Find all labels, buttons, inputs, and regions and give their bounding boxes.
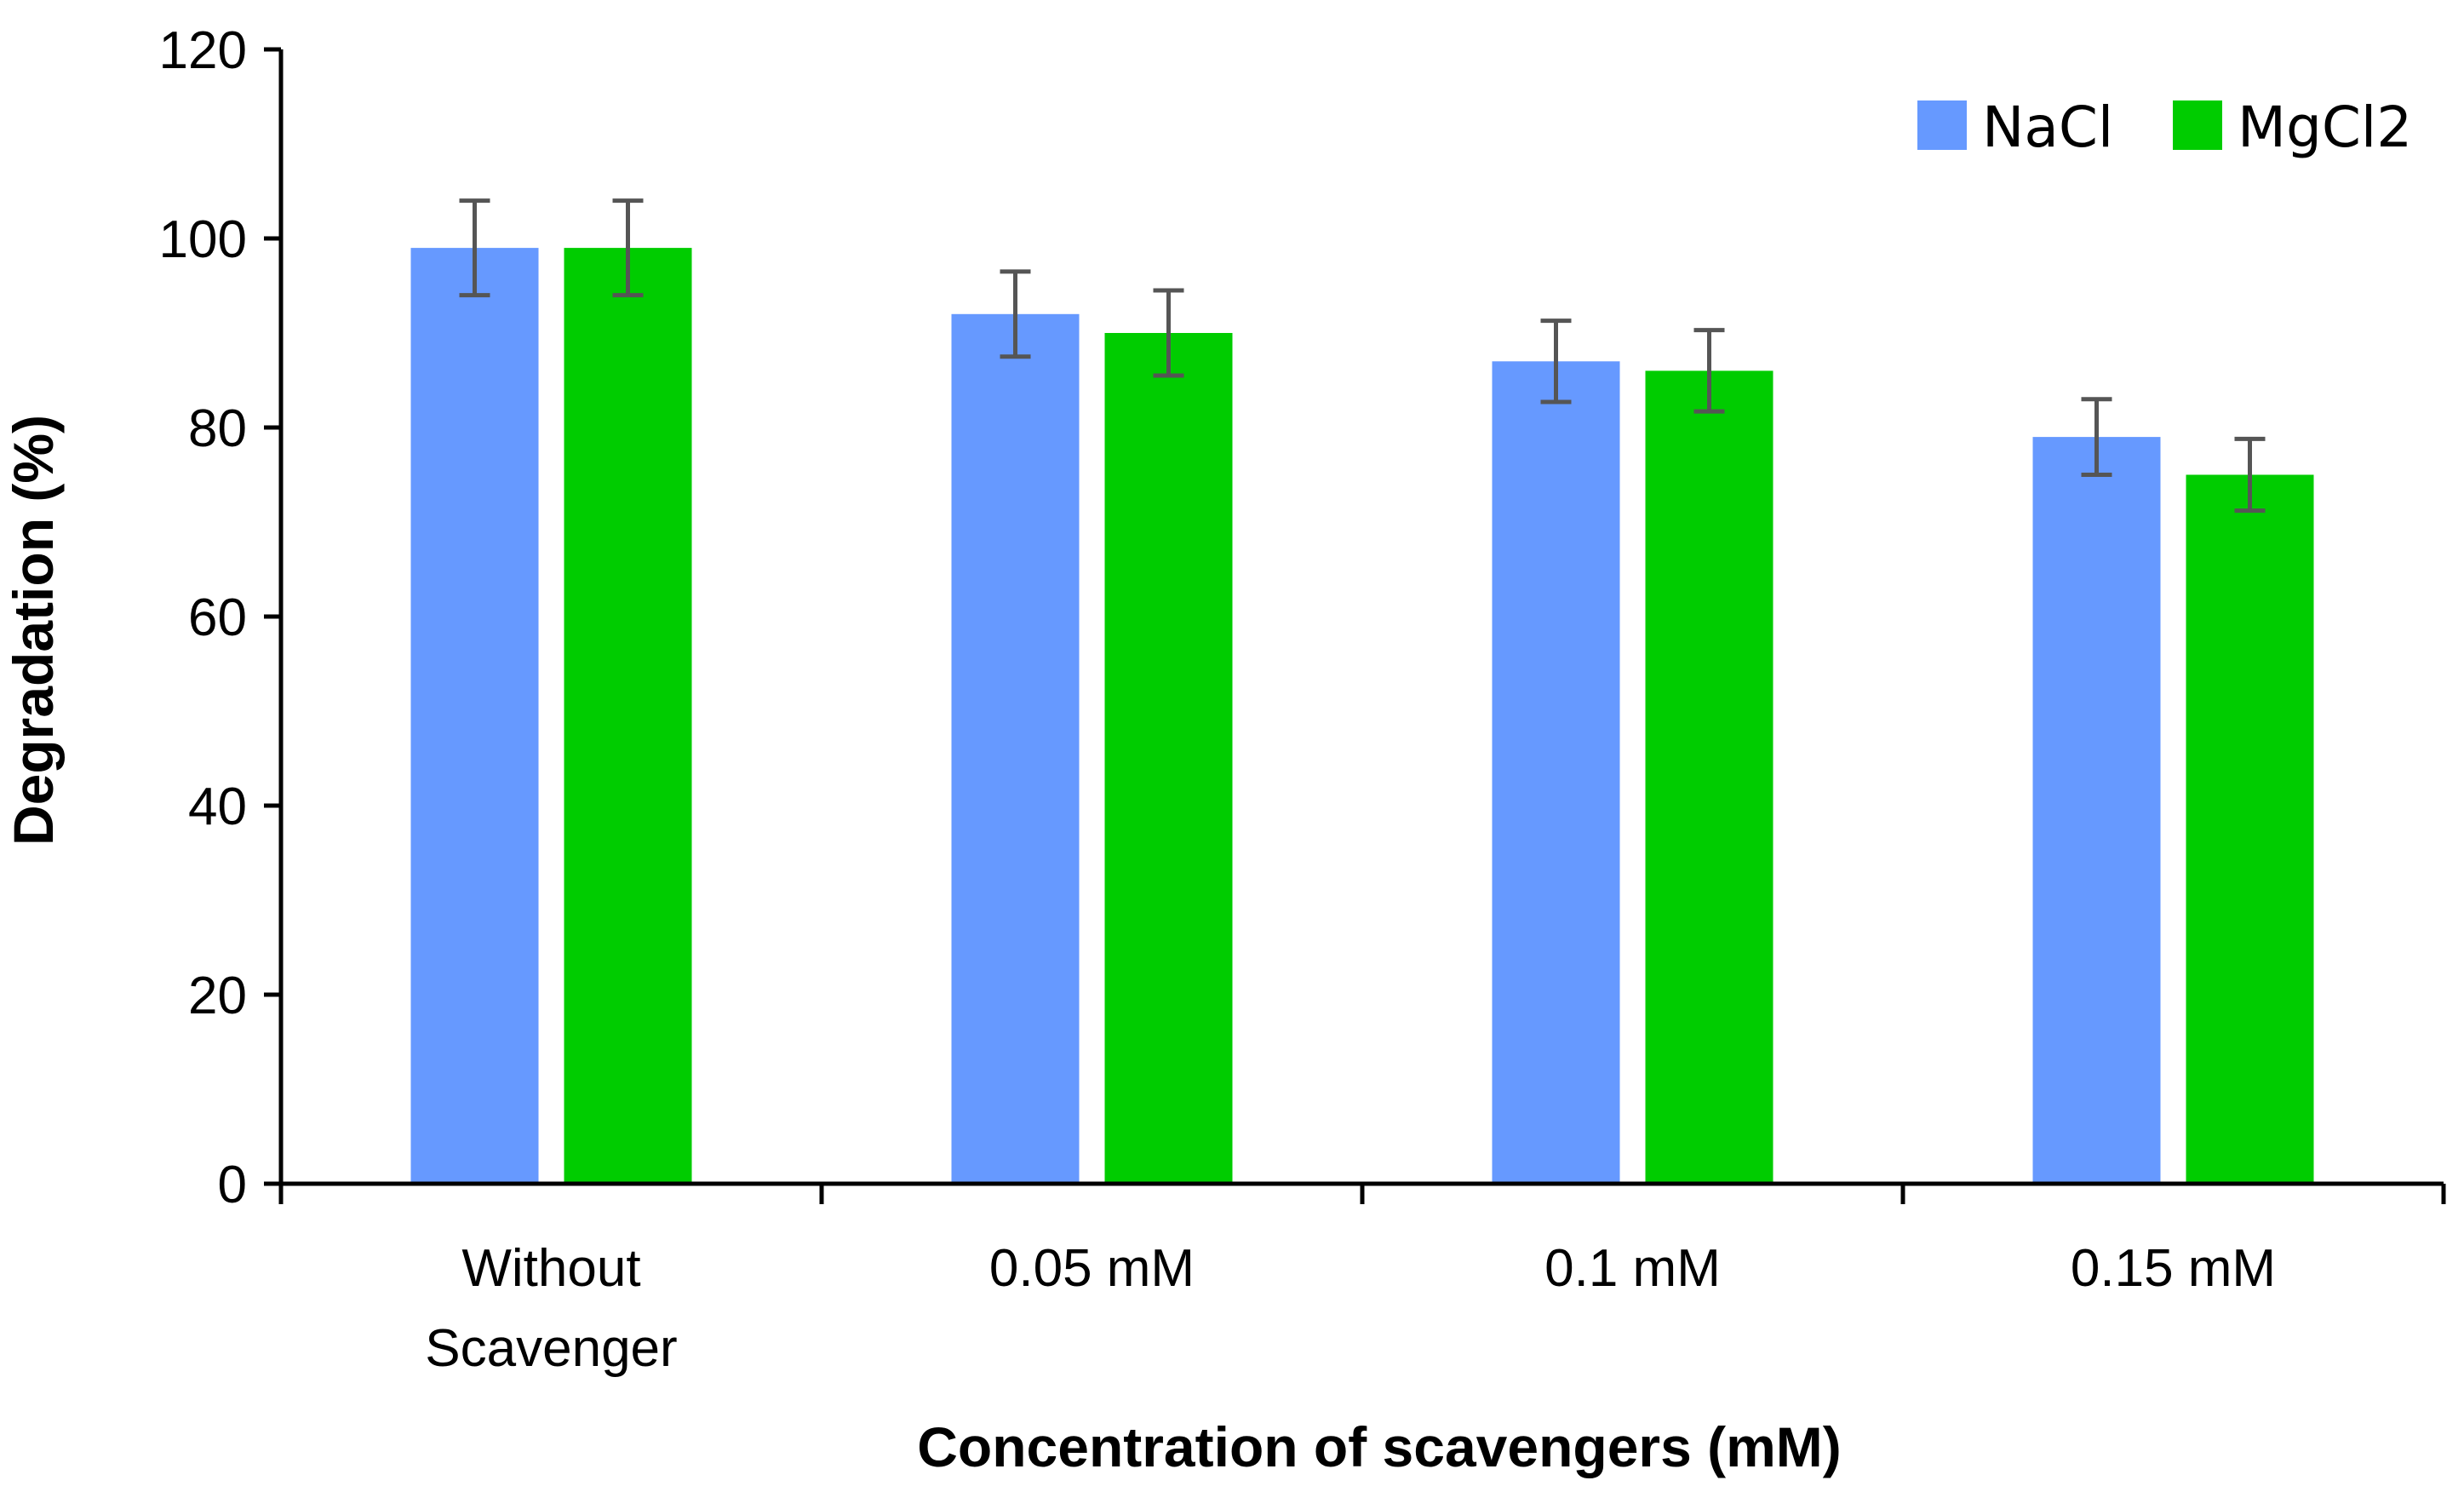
error-bar-mgcl2-2 (1693, 328, 1725, 414)
y-tick-label: 80 (188, 399, 247, 458)
y-tick-label: 40 (188, 778, 247, 836)
bar-nacl-1 (951, 313, 1080, 1184)
x-axis-title: Concentration of scavengers (mM) (917, 1415, 1842, 1478)
error-bar-nacl-3 (2081, 397, 2112, 477)
x-tick-label: Without (461, 1239, 640, 1298)
bars-layer (410, 248, 2314, 1185)
x-tick-label: 0.05 mM (989, 1239, 1195, 1298)
bar-mgcl2-3 (2186, 474, 2314, 1184)
y-tick-label: 20 (188, 967, 247, 1025)
x-tick-label: 0.15 mM (2071, 1239, 2276, 1298)
legend-label-nacl: NaCl (1982, 95, 2113, 160)
axes-layer (264, 47, 2446, 1204)
y-tick-label: 60 (188, 588, 247, 647)
x-tick-label: Scavenger (425, 1319, 677, 1378)
error-bar-mgcl2-1 (1153, 288, 1184, 378)
legend-label-mgcl2: MgCl2 (2238, 95, 2412, 160)
legend-swatch-nacl (1917, 100, 1967, 150)
x-tick-label: 0.1 mM (1544, 1239, 1721, 1298)
bar-nacl-0 (410, 248, 539, 1185)
bar-mgcl2-1 (1104, 333, 1233, 1184)
error-bar-nacl-1 (1000, 269, 1031, 359)
bar-mgcl2-0 (564, 248, 692, 1185)
error-bar-nacl-2 (1540, 318, 1572, 405)
error-bars-layer (459, 198, 2266, 514)
bar-mgcl2-2 (1645, 370, 1774, 1184)
bar-nacl-3 (2032, 437, 2161, 1184)
error-bar-mgcl2-0 (612, 198, 644, 298)
legend-swatch-mgcl2 (2173, 100, 2222, 150)
legend: NaCl MgCl2 (1917, 95, 2412, 160)
bar-nacl-2 (1492, 361, 1620, 1184)
error-bar-nacl-0 (459, 198, 490, 298)
y-tick-label: 100 (159, 210, 247, 269)
y-tick-label: 0 (218, 1156, 247, 1214)
y-axis-title: Degradation (%) (2, 415, 65, 846)
tick-labels-layer: 0 20 40 60 80 100 120 Without Scavenger 0.05 mM 0.… (159, 21, 2277, 1378)
error-bar-mgcl2-3 (2234, 436, 2266, 514)
y-tick-label: 120 (159, 21, 247, 80)
